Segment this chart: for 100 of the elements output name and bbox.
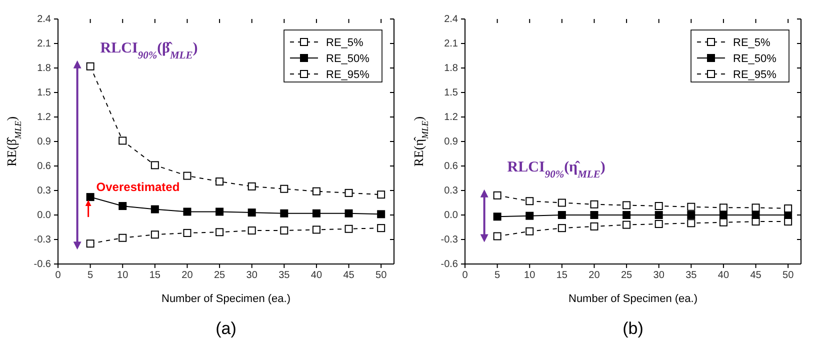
point bbox=[526, 227, 534, 236]
point bbox=[687, 202, 696, 211]
x-tick-label: 50 bbox=[376, 270, 388, 282]
point bbox=[526, 212, 534, 220]
y-tick-label: 0.6 bbox=[444, 161, 458, 172]
legend-label: RE_50% bbox=[733, 53, 777, 65]
point bbox=[752, 211, 760, 219]
point bbox=[558, 198, 566, 207]
y-tick-label: 0.3 bbox=[37, 186, 52, 197]
y-tick-label: 0.3 bbox=[444, 186, 458, 197]
point bbox=[183, 208, 192, 216]
point bbox=[86, 193, 94, 202]
point bbox=[622, 211, 631, 219]
text: (b) bbox=[622, 319, 644, 338]
point bbox=[590, 211, 598, 219]
point bbox=[687, 211, 696, 219]
point bbox=[248, 208, 256, 217]
y-tick-label: -0.6 bbox=[440, 259, 458, 270]
point bbox=[719, 211, 728, 219]
point bbox=[493, 232, 502, 240]
x-tick-label: 40 bbox=[718, 270, 730, 282]
x-tick-label: 25 bbox=[620, 270, 633, 282]
point bbox=[654, 220, 663, 228]
x-axis-title: Number of Specimen (ea.) bbox=[162, 293, 290, 305]
point bbox=[183, 228, 192, 237]
point bbox=[118, 234, 127, 242]
point bbox=[752, 204, 760, 212]
point bbox=[687, 219, 696, 228]
x-tick-label: 35 bbox=[278, 270, 290, 282]
point bbox=[784, 204, 792, 212]
point bbox=[526, 197, 534, 206]
legend-label: RE_95% bbox=[326, 69, 370, 81]
x-tick-label: 5 bbox=[494, 270, 501, 282]
point bbox=[558, 211, 566, 219]
y-tick-label: 0.9 bbox=[444, 136, 458, 148]
point bbox=[377, 210, 386, 218]
point bbox=[150, 205, 159, 214]
point bbox=[312, 187, 320, 196]
point bbox=[312, 226, 320, 234]
x-tick-label: 10 bbox=[524, 270, 536, 282]
point bbox=[118, 136, 127, 145]
x-tick-label: 30 bbox=[653, 270, 665, 282]
x-tick-label: 20 bbox=[182, 270, 194, 282]
x-tick-label: 5 bbox=[88, 270, 94, 282]
point bbox=[590, 222, 598, 230]
point bbox=[590, 200, 598, 208]
point bbox=[86, 62, 94, 70]
point bbox=[183, 172, 192, 180]
annotation: Overestimated bbox=[96, 180, 180, 194]
point bbox=[280, 209, 288, 218]
x-tick-label: 0 bbox=[55, 270, 62, 282]
y-tick-label: 1.5 bbox=[444, 88, 458, 99]
y-tick-label: 0.0 bbox=[444, 210, 458, 222]
point bbox=[312, 209, 320, 218]
y-tick-label: 0.6 bbox=[37, 161, 52, 172]
annotation: RLCI$_{90%}$(β̂$_{MLE}$) bbox=[100, 40, 198, 61]
y-tick-label: 2.4 bbox=[444, 14, 458, 26]
y-tick-label: 1.5 bbox=[37, 88, 52, 99]
point bbox=[344, 188, 353, 197]
y-tick-label: 1.2 bbox=[444, 112, 458, 124]
point bbox=[719, 204, 728, 212]
y-tick-label: -0.3 bbox=[440, 234, 458, 246]
y-tick-label: 1.8 bbox=[37, 63, 52, 74]
x-tick-label: 0 bbox=[462, 270, 468, 282]
point bbox=[216, 208, 224, 216]
x-tick-label: 20 bbox=[588, 270, 600, 282]
x-tick-label: 10 bbox=[117, 270, 129, 282]
point bbox=[344, 224, 353, 233]
x-tick-label: 15 bbox=[556, 270, 568, 282]
point bbox=[280, 184, 288, 193]
point bbox=[493, 191, 502, 200]
point bbox=[493, 212, 502, 221]
legend-label: RE_5% bbox=[326, 37, 364, 49]
x-tick-label: 35 bbox=[686, 270, 698, 282]
point bbox=[86, 240, 94, 248]
y-tick-label: 2.1 bbox=[37, 38, 52, 50]
point bbox=[622, 201, 631, 210]
legend-label: RE_95% bbox=[733, 69, 777, 81]
point bbox=[280, 226, 288, 235]
point bbox=[248, 226, 256, 235]
x-tick-label: 40 bbox=[310, 270, 322, 282]
x-tick-label: 25 bbox=[214, 270, 226, 282]
point bbox=[344, 209, 353, 218]
annotation: RLCI$_{90%}$(η̂$_{MLE}$) bbox=[507, 159, 606, 180]
point bbox=[654, 211, 663, 219]
point bbox=[248, 182, 256, 190]
x-tick-label: 15 bbox=[149, 270, 161, 282]
point bbox=[622, 220, 631, 229]
x-axis-title: Number of Specimen (ea.) bbox=[568, 293, 698, 305]
legend-label: RE_50% bbox=[326, 53, 370, 65]
point bbox=[216, 228, 224, 236]
y-tick-label: 2.1 bbox=[444, 38, 458, 50]
y-tick-label: 1.2 bbox=[37, 112, 52, 124]
legend-label: RE_5% bbox=[733, 37, 771, 49]
x-tick-label: 50 bbox=[782, 270, 794, 282]
point bbox=[377, 224, 386, 232]
x-tick-label: 45 bbox=[343, 270, 355, 282]
y-tick-label: 2.4 bbox=[37, 14, 52, 26]
y-tick-label: -0.6 bbox=[34, 259, 52, 270]
y-tick-label: 0.9 bbox=[37, 136, 52, 148]
